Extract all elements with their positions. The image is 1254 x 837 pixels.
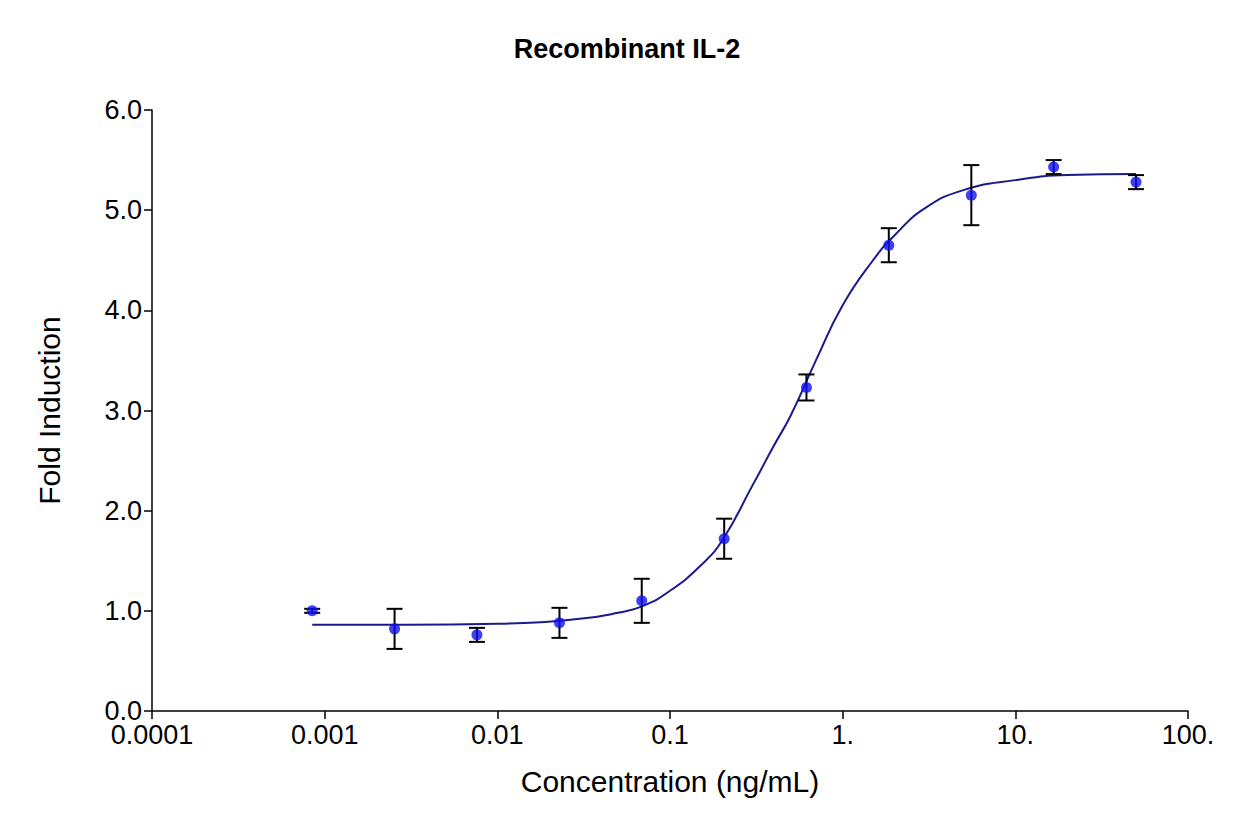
svg-text:1.0: 1.0: [104, 596, 142, 626]
svg-text:0.01: 0.01: [471, 720, 524, 750]
svg-text:100.: 100.: [1162, 720, 1215, 750]
svg-text:Fold Induction: Fold Induction: [33, 316, 66, 504]
svg-text:1.: 1.: [831, 720, 854, 750]
svg-text:0.0001: 0.0001: [111, 720, 194, 750]
svg-text:0.0: 0.0: [104, 696, 142, 726]
svg-text:5.0: 5.0: [104, 195, 142, 225]
svg-text:0.001: 0.001: [291, 720, 359, 750]
svg-text:3.0: 3.0: [104, 396, 142, 426]
svg-text:Concentration (ng/mL): Concentration (ng/mL): [521, 765, 819, 798]
svg-text:4.0: 4.0: [104, 295, 142, 325]
svg-text:2.0: 2.0: [104, 496, 142, 526]
svg-text:6.0: 6.0: [104, 95, 142, 125]
svg-text:0.1: 0.1: [651, 720, 689, 750]
svg-text:10.: 10.: [997, 720, 1035, 750]
svg-text:Recombinant IL-2: Recombinant IL-2: [514, 34, 741, 64]
